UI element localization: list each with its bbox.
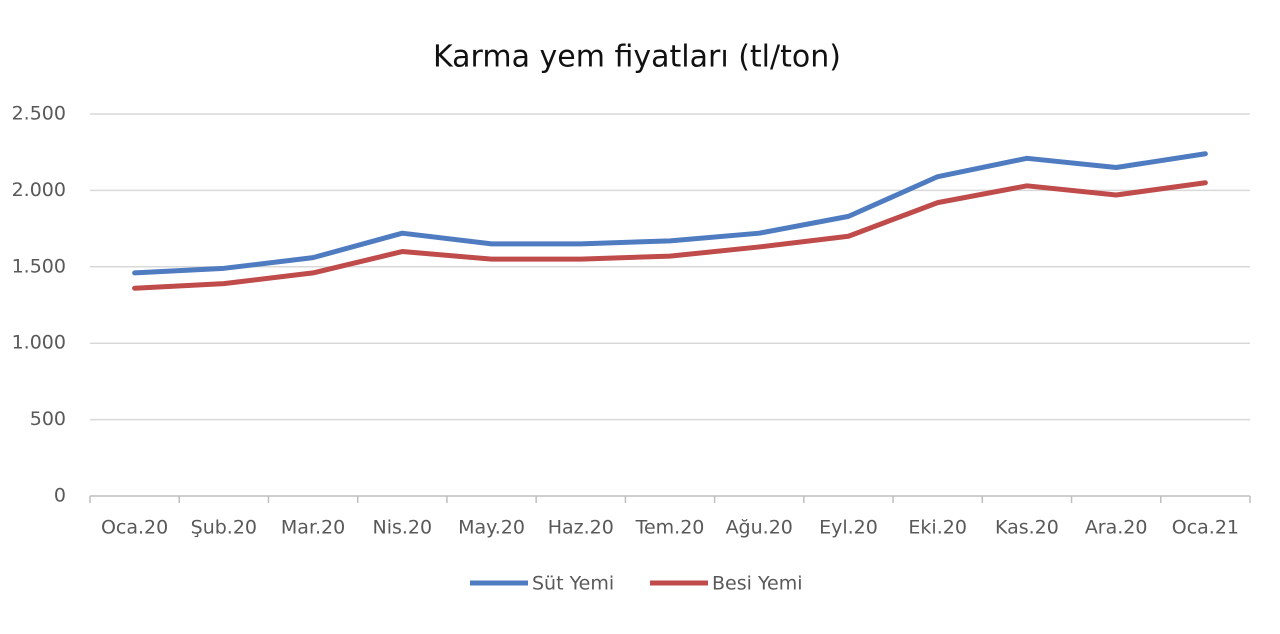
x-tick-label: Kas.20	[995, 517, 1059, 539]
series-line	[132, 151, 1208, 276]
x-tick-label: Oca.21	[1172, 517, 1239, 539]
x-tick-label: Oca.20	[101, 517, 168, 539]
y-tick-label: 1.000	[12, 332, 66, 354]
x-tick-label: Ağu.20	[726, 517, 793, 539]
x-tick-label: Eyl.20	[819, 517, 878, 539]
series-line	[132, 180, 1208, 291]
x-tick-label: Tem.20	[635, 517, 705, 539]
y-tick-label: 500	[30, 408, 66, 430]
x-tick-label: Haz.20	[548, 517, 614, 539]
legend-label: Süt Yemi	[532, 573, 614, 595]
y-tick-label: 0	[54, 485, 66, 507]
x-tick-label: Şub.20	[191, 517, 257, 539]
x-tick-label: Ara.20	[1085, 517, 1148, 539]
y-tick-label: 1.500	[12, 255, 66, 277]
chart-title: Karma yem fiyatları (tl/ton)	[433, 40, 841, 75]
x-tick-label: Nis.20	[373, 517, 433, 539]
y-tick-label: 2.500	[12, 103, 66, 125]
x-tick-label: May.20	[458, 517, 525, 539]
legend-label: Besi Yemi	[712, 573, 803, 595]
y-tick-label: 2.000	[12, 179, 66, 201]
x-tick-label: Eki.20	[908, 517, 967, 539]
x-tick-label: Mar.20	[281, 517, 345, 539]
